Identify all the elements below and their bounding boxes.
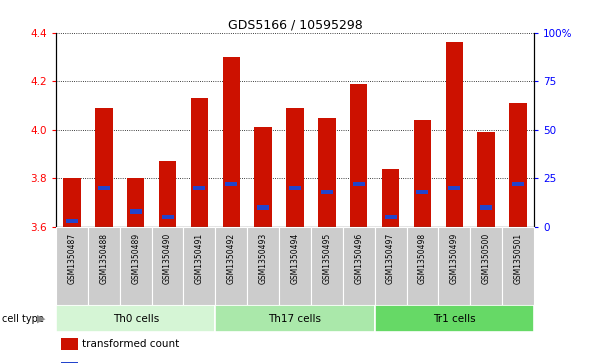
Text: GSM1350492: GSM1350492 — [227, 233, 236, 284]
Bar — [311, 227, 343, 305]
Bar — [215, 227, 247, 305]
Bar — [63, 178, 81, 227]
Bar — [162, 215, 173, 219]
Bar — [66, 219, 78, 223]
Text: GSM1350494: GSM1350494 — [290, 233, 300, 284]
Bar — [61, 338, 77, 350]
Bar — [98, 186, 110, 190]
Bar — [222, 57, 240, 227]
Text: GSM1350498: GSM1350498 — [418, 233, 427, 284]
Bar — [375, 227, 407, 305]
Text: GSM1350501: GSM1350501 — [513, 233, 523, 284]
Bar — [382, 169, 399, 227]
Text: Th0 cells: Th0 cells — [113, 314, 159, 323]
Bar — [257, 205, 269, 210]
Text: GSM1350496: GSM1350496 — [354, 233, 363, 284]
Bar — [417, 190, 428, 194]
Text: Th17 cells: Th17 cells — [268, 314, 322, 323]
Text: GSM1350495: GSM1350495 — [322, 233, 332, 284]
Bar — [509, 103, 527, 227]
Text: GSM1350497: GSM1350497 — [386, 233, 395, 284]
Bar — [56, 305, 215, 332]
Text: GSM1350488: GSM1350488 — [99, 233, 109, 284]
Bar — [159, 161, 176, 227]
Bar — [318, 118, 336, 227]
Bar — [480, 205, 492, 210]
Text: cell type: cell type — [2, 314, 44, 323]
Bar — [191, 98, 208, 227]
Text: GSM1350499: GSM1350499 — [450, 233, 459, 284]
Text: transformed count: transformed count — [83, 339, 179, 350]
Bar — [88, 227, 120, 305]
Title: GDS5166 / 10595298: GDS5166 / 10595298 — [228, 19, 362, 32]
Bar — [130, 209, 142, 213]
Bar — [470, 227, 502, 305]
Bar — [350, 83, 368, 227]
Bar — [120, 227, 152, 305]
Bar — [448, 186, 460, 190]
Bar — [414, 120, 431, 227]
Bar — [512, 182, 524, 186]
Bar — [353, 182, 365, 186]
Bar — [375, 305, 534, 332]
Text: Tr1 cells: Tr1 cells — [433, 314, 476, 323]
Bar — [61, 362, 77, 363]
Bar — [502, 227, 534, 305]
Bar — [445, 42, 463, 227]
Bar — [225, 182, 237, 186]
Bar — [56, 227, 88, 305]
Bar — [407, 227, 438, 305]
Text: GSM1350490: GSM1350490 — [163, 233, 172, 284]
Bar — [279, 227, 311, 305]
Bar — [321, 190, 333, 194]
Bar — [286, 108, 304, 227]
Bar — [343, 227, 375, 305]
Bar — [438, 227, 470, 305]
Bar — [215, 305, 375, 332]
Text: GSM1350487: GSM1350487 — [67, 233, 77, 284]
Bar — [477, 132, 495, 227]
Bar — [289, 186, 301, 190]
Text: GSM1350500: GSM1350500 — [481, 233, 491, 284]
Bar — [127, 178, 145, 227]
Bar — [95, 108, 113, 227]
Bar — [385, 215, 396, 219]
Text: GSM1350491: GSM1350491 — [195, 233, 204, 284]
Bar — [194, 186, 205, 190]
Bar — [183, 227, 215, 305]
Text: ▶: ▶ — [37, 314, 45, 323]
Bar — [152, 227, 183, 305]
Bar — [254, 127, 272, 227]
Text: GSM1350493: GSM1350493 — [258, 233, 268, 284]
Bar — [247, 227, 279, 305]
Text: GSM1350489: GSM1350489 — [131, 233, 140, 284]
